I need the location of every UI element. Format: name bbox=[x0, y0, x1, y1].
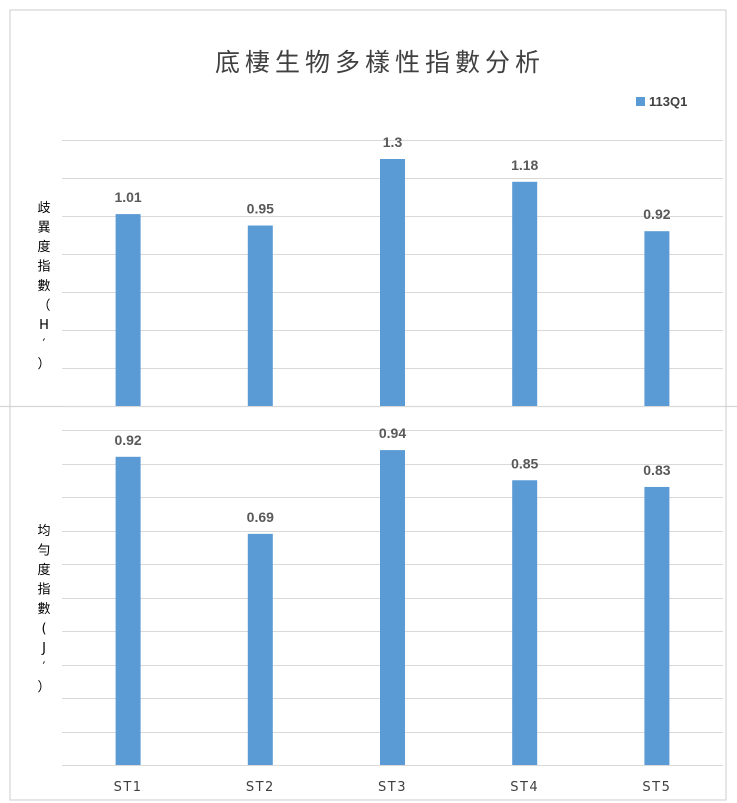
panel-evenness-index: 0.92 0.69 0.94 0.85 0.83 bbox=[62, 425, 723, 766]
x-tick-label-st5: ST5 bbox=[642, 780, 671, 795]
x-tick-label-st3: ST3 bbox=[378, 780, 407, 795]
bar-st2 bbox=[247, 533, 273, 765]
x-tick-label-st1: ST1 bbox=[114, 780, 143, 795]
data-label-st1: 1.01 bbox=[114, 189, 141, 205]
data-label-st1: 0.92 bbox=[114, 432, 141, 448]
bar-st5 bbox=[644, 231, 670, 406]
data-label-st4: 1.18 bbox=[511, 157, 538, 173]
x-tick-label-st2: ST2 bbox=[246, 780, 275, 795]
data-label-st3: 1.3 bbox=[383, 134, 403, 150]
data-label-st5: 0.92 bbox=[643, 206, 670, 222]
chart-title: 底棲生物多樣性指數分析 bbox=[215, 48, 545, 77]
y-axis-label-text: 歧異度指數（ H ′） bbox=[37, 201, 50, 372]
legend-label: 113Q1 bbox=[649, 94, 687, 109]
y-axis-label-evenness: 均勻度指數(J ′） bbox=[37, 524, 50, 695]
data-label-st3: 0.94 bbox=[379, 425, 406, 441]
bar-st3 bbox=[380, 450, 405, 765]
bar-st1 bbox=[115, 214, 141, 406]
panel-diversity-index: 1.01 0.95 1.3 1.18 0.92 bbox=[62, 134, 723, 407]
bar-st1 bbox=[115, 456, 141, 765]
bar-st2 bbox=[247, 225, 273, 406]
y-axis-label-text: 均勻度指數(J ′） bbox=[37, 524, 50, 695]
y-axis-label-diversity: 歧異度指數（ H ′） bbox=[37, 201, 50, 372]
bar-st4 bbox=[512, 480, 538, 765]
bar-st4 bbox=[512, 181, 538, 406]
data-label-st5: 0.83 bbox=[643, 462, 670, 478]
data-label-st2: 0.95 bbox=[247, 201, 274, 217]
data-label-st4: 0.85 bbox=[511, 455, 538, 471]
x-axis-tick-labels: ST1 ST2 ST3 ST4 ST5 bbox=[114, 780, 671, 795]
legend: 113Q1 bbox=[636, 94, 687, 109]
legend-swatch bbox=[636, 97, 645, 106]
x-tick-label-st4: ST4 bbox=[510, 780, 539, 795]
bar-st3 bbox=[380, 159, 405, 406]
data-label-st2: 0.69 bbox=[247, 509, 274, 525]
chart-frame bbox=[9, 9, 727, 801]
bar-st5 bbox=[644, 486, 670, 765]
